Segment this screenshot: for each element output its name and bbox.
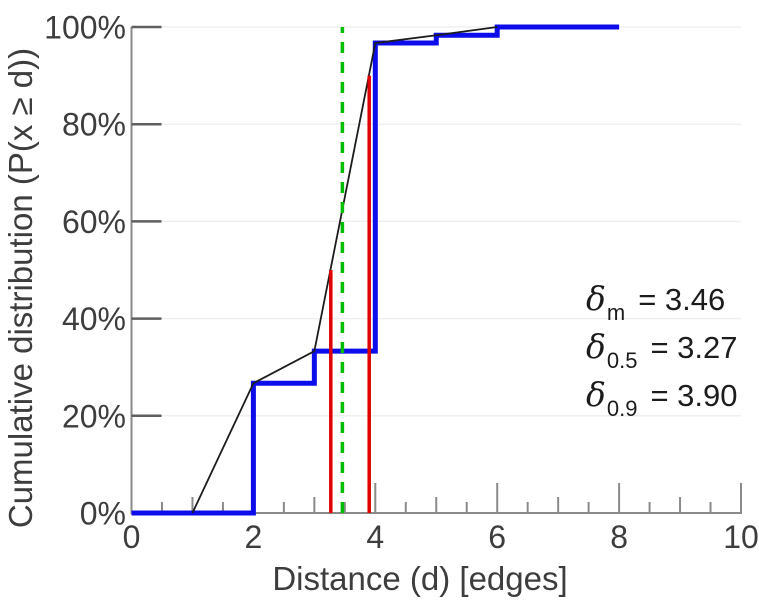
delta-subscript: 0.5 (606, 348, 638, 373)
y-tick-label: 40% (62, 301, 126, 337)
x-tick-label: 4 (366, 519, 384, 555)
x-tick-label: 0 (123, 519, 141, 555)
delta-value: = 3.27 (650, 330, 738, 365)
x-tick-label: 8 (610, 519, 628, 555)
x-axis-title: Distance (d) [edges] (272, 560, 568, 597)
y-tick-label: 60% (62, 204, 126, 240)
y-tick-label: 0% (80, 496, 126, 532)
y-tick-label: 80% (62, 107, 126, 143)
stats-annotations: δm = 3.46 δ0.5 = 3.27 δ0.9 = 3.90 (586, 279, 738, 423)
y-axis-title: Cumulative distribution (P(x ≥ d)) (2, 47, 39, 529)
delta-subscript: 0.9 (606, 396, 638, 421)
delta-symbol: δ (586, 279, 606, 318)
x-tick-label: 2 (245, 519, 263, 555)
delta-symbol: δ (586, 375, 606, 414)
x-tick-label: 10 (723, 519, 759, 555)
x-tick-label: 6 (488, 519, 506, 555)
delta-value: = 3.46 (638, 282, 726, 317)
delta-subscript: m (606, 300, 626, 325)
delta-symbol: δ (586, 327, 606, 366)
empirical-cdf-step (131, 24, 620, 516)
annotation-mean: δm = 3.46 (586, 279, 738, 327)
interpolated-cdf (191, 26, 498, 514)
y-tick-label: 20% (62, 398, 126, 434)
y-tick-label: 100% (44, 10, 126, 46)
annotation-p90: δ0.9 = 3.90 (586, 375, 738, 423)
delta-value: = 3.90 (650, 378, 738, 413)
annotation-median: δ0.5 = 3.27 (586, 327, 738, 375)
